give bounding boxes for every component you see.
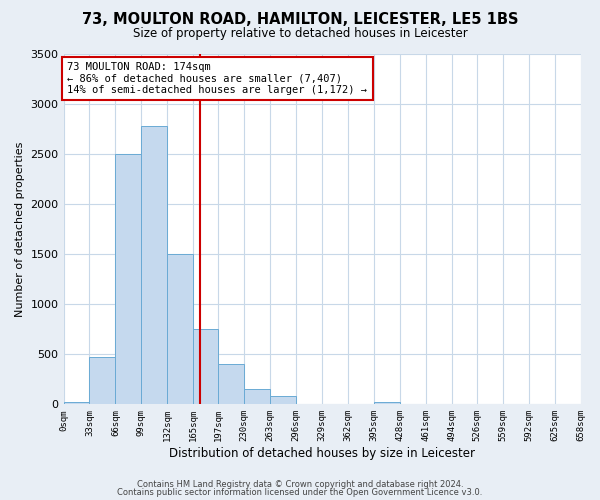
Bar: [167, 254, 193, 404]
Y-axis label: Number of detached properties: Number of detached properties: [15, 142, 25, 317]
Bar: [244, 389, 270, 404]
X-axis label: Distribution of detached houses by size in Leicester: Distribution of detached houses by size …: [169, 447, 475, 460]
Text: Contains public sector information licensed under the Open Government Licence v3: Contains public sector information licen…: [118, 488, 482, 497]
Bar: [218, 364, 244, 405]
Text: 73 MOULTON ROAD: 174sqm
← 86% of detached houses are smaller (7,407)
14% of semi: 73 MOULTON ROAD: 174sqm ← 86% of detache…: [67, 62, 367, 95]
Bar: [142, 126, 167, 404]
Bar: [89, 358, 115, 405]
Bar: [270, 396, 296, 404]
Text: Size of property relative to detached houses in Leicester: Size of property relative to detached ho…: [133, 28, 467, 40]
Bar: [64, 402, 89, 404]
Bar: [115, 154, 142, 405]
Bar: [374, 402, 400, 404]
Bar: [193, 330, 218, 404]
Text: Contains HM Land Registry data © Crown copyright and database right 2024.: Contains HM Land Registry data © Crown c…: [137, 480, 463, 489]
Text: 73, MOULTON ROAD, HAMILTON, LEICESTER, LE5 1BS: 73, MOULTON ROAD, HAMILTON, LEICESTER, L…: [82, 12, 518, 28]
